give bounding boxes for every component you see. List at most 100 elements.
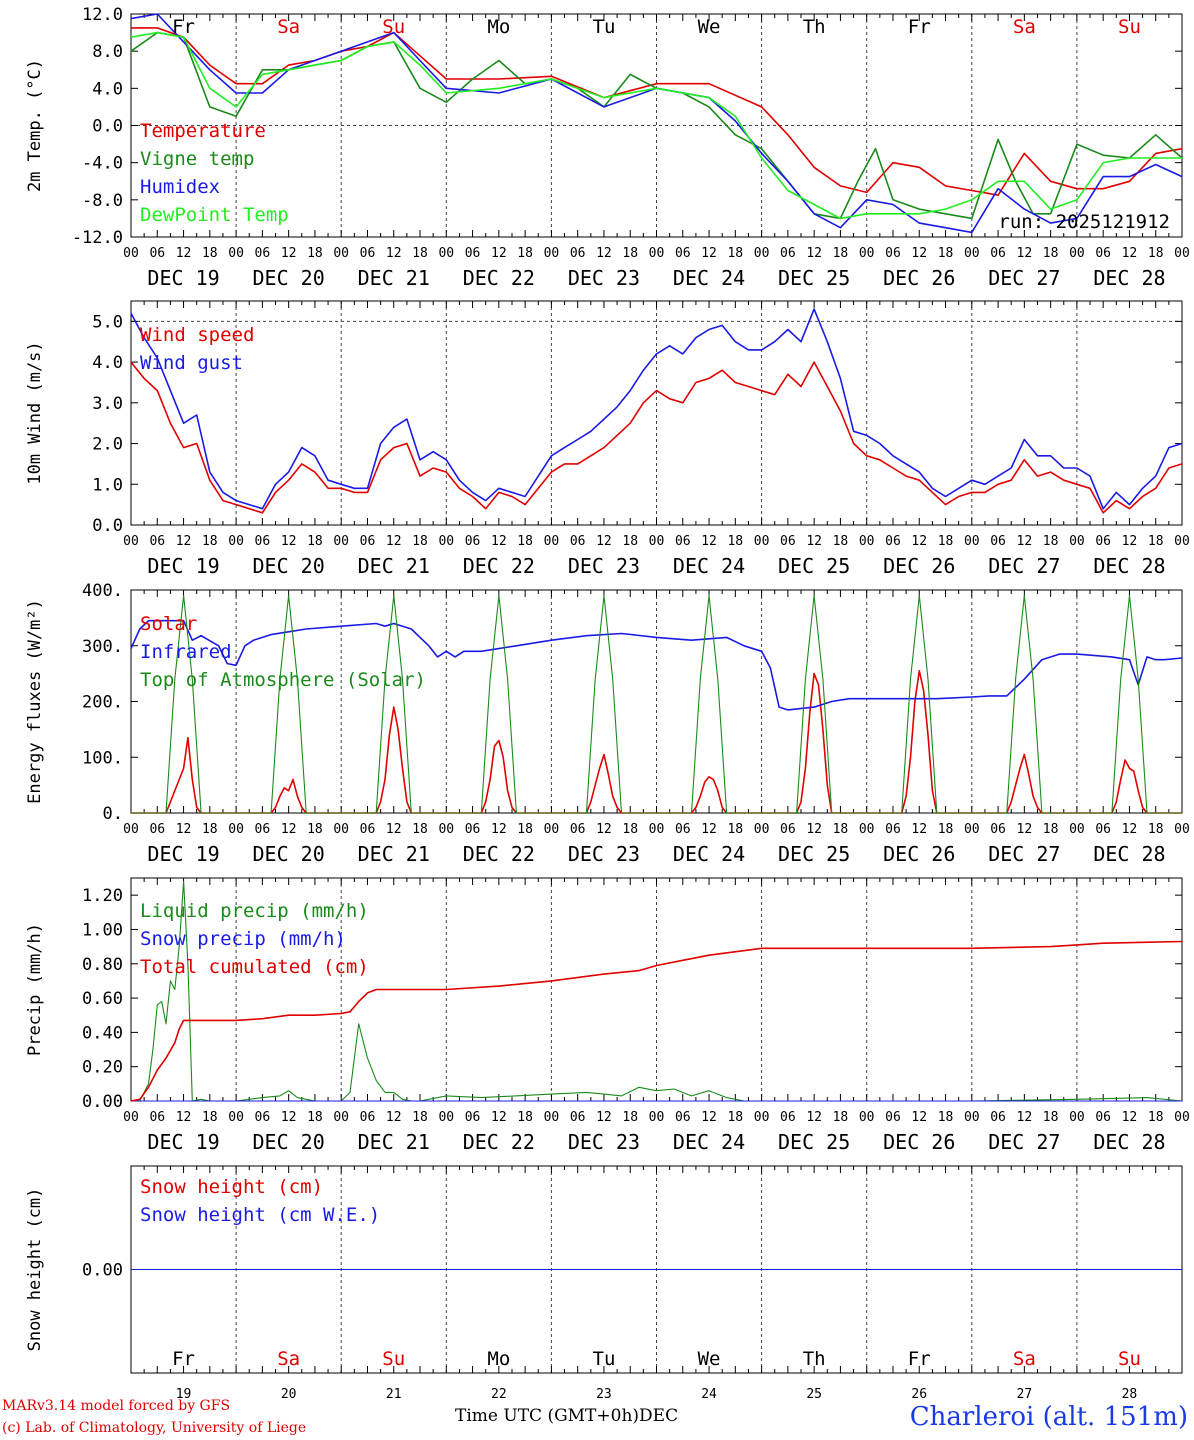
day-number-label: 19	[176, 1387, 192, 1402]
date-label: DEC 23	[568, 842, 640, 866]
y-tick-label: 2.0	[92, 435, 123, 455]
hour-tick-label: 00	[333, 1110, 349, 1125]
hour-tick-label: 12	[911, 534, 927, 549]
weekday-label: Su	[382, 1348, 405, 1370]
hour-tick-label: 18	[622, 534, 638, 549]
hour-tick-label: 00	[859, 1110, 875, 1125]
hour-tick-label: 06	[780, 822, 796, 837]
hour-tick-label: 00	[438, 246, 454, 261]
hour-tick-label: 00	[228, 1110, 244, 1125]
hour-tick-label: 12	[596, 534, 612, 549]
hour-tick-label: 12	[701, 1110, 717, 1125]
hour-tick-label: 18	[622, 1110, 638, 1125]
credit-model: MARv3.14 model forced by GFS	[2, 1398, 231, 1414]
date-label: DEC 20	[253, 266, 325, 290]
weekday-label: We	[698, 1348, 721, 1370]
y-tick-label: 300.	[82, 637, 123, 657]
y-tick-label: 1.0	[92, 475, 123, 495]
series-infrared	[130, 619, 1183, 711]
hour-tick-label: 00	[649, 246, 665, 261]
hour-tick-label: 00	[333, 822, 349, 837]
hour-tick-label: 18	[938, 246, 954, 261]
y-tick-label: 4.0	[92, 79, 123, 99]
hour-tick-label: 00	[544, 1110, 560, 1125]
date-label: DEC 25	[778, 1130, 850, 1154]
hour-tick-label: 06	[780, 534, 796, 549]
panel-snow: 0.00 Snow height (cm) Snow height (cm) Snow…	[25, 1165, 1183, 1402]
date-label: DEC 25	[778, 842, 850, 866]
hour-tick-label: 12	[1122, 1110, 1138, 1125]
y-tick-label: 0.0	[92, 516, 123, 536]
date-label: DEC 27	[988, 554, 1060, 578]
day-number-label: 24	[701, 1387, 717, 1402]
date-label: DEC 28	[1093, 554, 1165, 578]
y-tick-label: -12.0	[72, 228, 123, 248]
hour-tick-label: 06	[675, 246, 691, 261]
y-tick-label: 0.00	[82, 1261, 123, 1281]
hour-tick-label: 18	[517, 246, 533, 261]
hour-tick-label: 00	[1069, 822, 1085, 837]
hour-tick-label: 06	[1095, 534, 1111, 549]
legend-snow-precip-mm-h-: Snow precip (mm/h)	[140, 928, 346, 950]
hour-tick-label: 06	[149, 246, 165, 261]
hour-tick-label: 00	[438, 534, 454, 549]
weekday-label: We	[698, 16, 721, 38]
y-tick-label: 400.	[82, 581, 123, 601]
date-label: DEC 22	[463, 554, 535, 578]
date-label: DEC 26	[883, 842, 955, 866]
hour-tick-label: 12	[176, 1110, 192, 1125]
hour-tick-label: 06	[780, 1110, 796, 1125]
hour-tick-label: 06	[570, 246, 586, 261]
hour-tick-label: 12	[386, 246, 402, 261]
panel-wind: 5.0 4.0 3.0 2.0 1.0 0.0 10m Wind (m/s) Wind spe…	[25, 300, 1190, 578]
date-label: DEC 23	[568, 266, 640, 290]
legend-snow-height-cm-w-e-: Snow height (cm W.E.)	[140, 1204, 380, 1226]
date-label: DEC 19	[147, 1130, 219, 1154]
weekday-label: Fr	[908, 16, 931, 38]
hour-tick-label: 00	[859, 246, 875, 261]
hour-tick-label: 00	[964, 246, 980, 261]
legend-solar: Solar	[140, 613, 197, 635]
hour-tick-label: 18	[412, 534, 428, 549]
hour-tick-label: 00	[649, 822, 665, 837]
hour-tick-label: 06	[360, 534, 376, 549]
hour-tick-label: 12	[1122, 246, 1138, 261]
y-axis-label: Precip (mm/h)	[25, 923, 45, 1056]
hour-tick-label: 12	[701, 534, 717, 549]
hour-tick-label: 18	[622, 246, 638, 261]
series-liquid-precip-mm-h-	[131, 880, 1183, 1102]
hour-tick-label: 18	[307, 822, 323, 837]
plot-frame	[130, 300, 1183, 526]
weekday-label: Su	[1118, 1348, 1141, 1370]
hour-tick-label: 18	[938, 1110, 954, 1125]
date-label: DEC 23	[568, 1130, 640, 1154]
y-tick-label: 1.00	[82, 920, 123, 940]
hour-tick-label: 12	[386, 534, 402, 549]
date-label: DEC 24	[673, 266, 745, 290]
hour-tick-label: 06	[1095, 1110, 1111, 1125]
y-tick-label: 12.0	[82, 5, 123, 25]
hour-tick-label: 06	[885, 246, 901, 261]
hour-tick-label: 06	[675, 534, 691, 549]
hour-tick-label: 06	[570, 1110, 586, 1125]
y-tick-label: 8.0	[92, 42, 123, 62]
y-axis-label: Energy fluxes (W/m²)	[25, 599, 45, 804]
hour-tick-label: 18	[412, 246, 428, 261]
hour-tick-label: 12	[176, 822, 192, 837]
hour-tick-label: 12	[176, 246, 192, 261]
hour-tick-label: 06	[255, 1110, 271, 1125]
hour-tick-label: 12	[911, 822, 927, 837]
legend-wind-gust: Wind gust	[140, 352, 243, 374]
hour-tick-label: 12	[701, 822, 717, 837]
hour-tick-label: 06	[465, 822, 481, 837]
y-tick-label: 0.0	[92, 117, 123, 137]
hour-tick-label: 12	[806, 534, 822, 549]
y-tick-label: 0.00	[82, 1092, 123, 1112]
hour-tick-label: 06	[885, 534, 901, 549]
hour-tick-label: 06	[465, 534, 481, 549]
hour-tick-label: 00	[649, 1110, 665, 1125]
hour-tick-label: 06	[465, 246, 481, 261]
weekday-label: Tu	[593, 1348, 616, 1370]
hour-tick-label: 00	[438, 1110, 454, 1125]
series-wind-gust	[130, 308, 1183, 510]
